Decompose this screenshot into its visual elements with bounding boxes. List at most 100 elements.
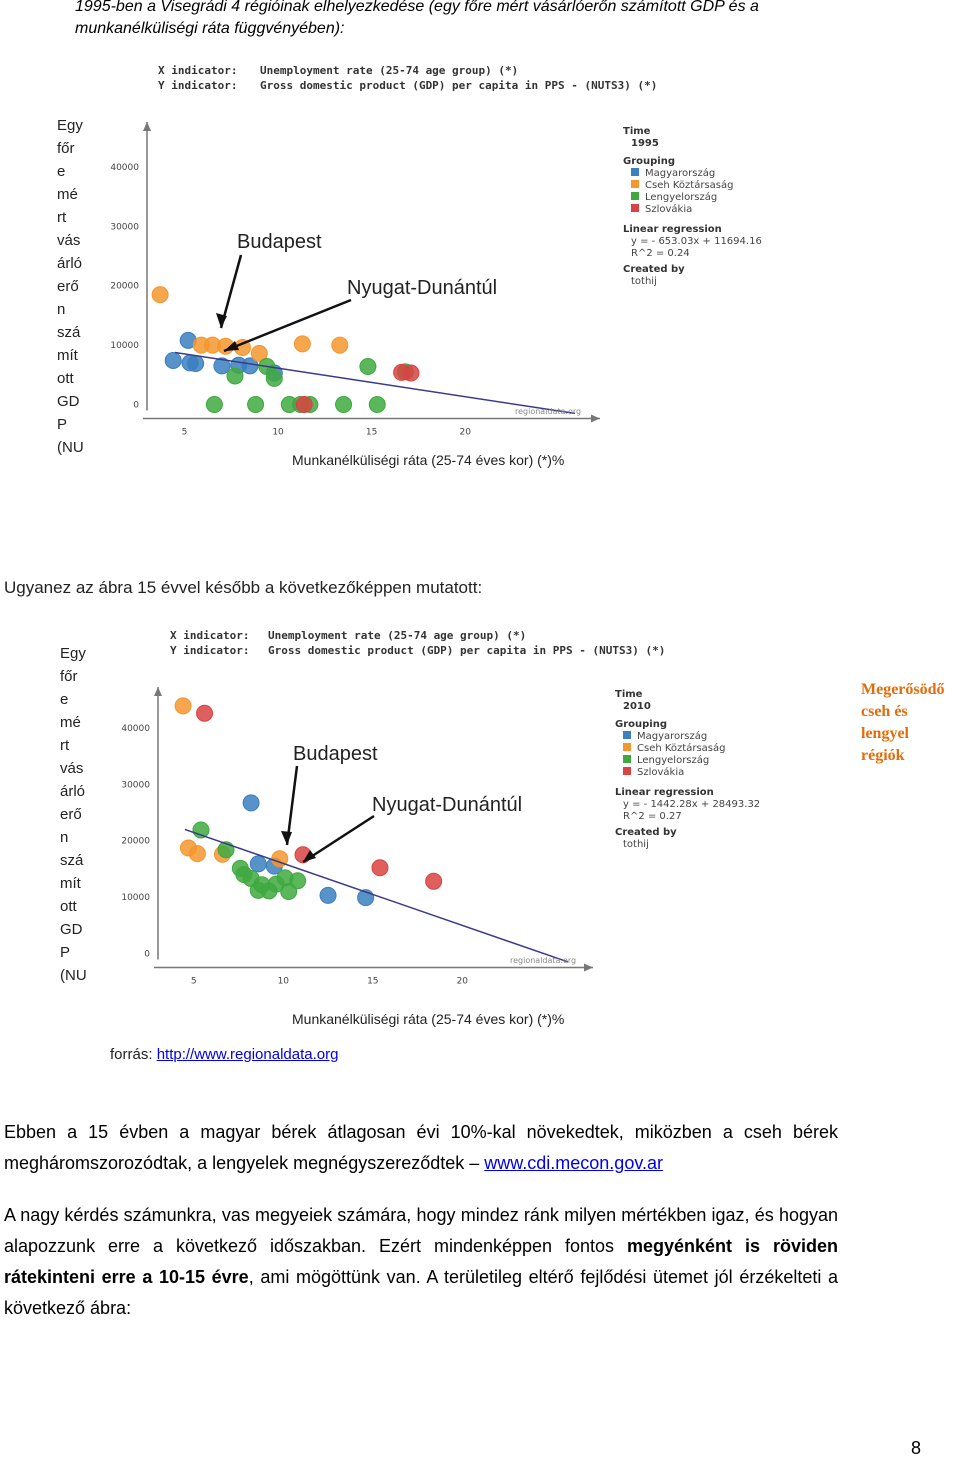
data-point: [425, 872, 443, 890]
y-tick-label: 40000: [121, 724, 150, 734]
text-line: mé: [60, 714, 81, 731]
x-indicator-value: Unemployment rate (25-74 age group) (*): [260, 64, 518, 77]
page-number: 8: [911, 1438, 922, 1458]
y-axis-label-1: Egy főr e mé rt vás árló erő n szá mít ott GD P (NU: [57, 114, 84, 459]
scatter-chart-2010: X indicator: Unemployment rate (25-74 age…: [121, 629, 760, 987]
text-line: Egy: [57, 117, 83, 134]
text-line: főr: [57, 140, 75, 157]
text-line: Egy: [60, 645, 86, 662]
data-point: [188, 845, 206, 863]
text-line: rt: [60, 737, 70, 754]
x-indicator-value: Unemployment rate (25-74 age group) (*): [268, 629, 526, 642]
legend-swatch: [631, 168, 639, 176]
text-line: n: [57, 301, 66, 318]
data-point: [205, 396, 223, 413]
source-link[interactable]: http://www.regionaldata.org: [156, 1046, 339, 1063]
annotation-budapest: Budapest: [293, 743, 378, 765]
text-line: mé: [57, 186, 78, 203]
x-tick-label: 5: [182, 428, 188, 438]
text-line: GD: [57, 393, 80, 410]
legend-swatch: [623, 743, 631, 751]
legend-regression-equation: y = - 1442.28x + 28493.32: [623, 799, 760, 810]
y-axis-arrow: [143, 122, 151, 131]
text-line: vás: [60, 760, 84, 777]
legend-created-by-label: Created by: [623, 264, 685, 275]
scatter-chart-1995: X indicator: Unemployment rate (25-74 age…: [110, 64, 762, 438]
legend-entry: Szlovákia: [637, 766, 684, 778]
text-line: erő: [60, 806, 82, 823]
y-tick-label: 0: [144, 950, 150, 960]
data-point: [187, 355, 205, 373]
x-axis-caption-1: Munkanélküliségi ráta (25-74 éves kor) (…: [292, 452, 565, 468]
legend-time-label: Time: [615, 689, 643, 700]
x-tick-label: 15: [366, 428, 377, 438]
data-point: [295, 396, 313, 413]
data-point: [249, 855, 267, 873]
text-line: szá: [57, 324, 81, 341]
y-indicator-value: Gross domestic product (GDP) per capita …: [260, 79, 657, 92]
legend-swatch: [631, 192, 639, 200]
legend-regression-label: Linear regression: [623, 224, 722, 235]
x-tick-label: 10: [278, 977, 290, 987]
x-tick-label: 20: [460, 428, 472, 438]
legend-entry: Magyarország: [637, 730, 707, 742]
text-line: (NU: [60, 967, 87, 984]
legend-regression-r2: R^2 = 0.24: [631, 248, 690, 259]
y-tick-label: 20000: [110, 282, 139, 292]
cdi-link[interactable]: www.cdi.mecon.gov.ar: [484, 1153, 663, 1173]
legend-entry: Cseh Köztársaság: [645, 179, 733, 191]
data-point: [359, 357, 377, 375]
legend-swatch: [623, 767, 631, 775]
regression-line: [174, 351, 576, 415]
data-point: [319, 886, 337, 904]
legend-entry: Magyarország: [645, 167, 715, 179]
text-line: Megerősödő: [861, 681, 945, 698]
text-line: régiók: [861, 747, 905, 764]
data-point: [164, 352, 182, 370]
legend-grouping-label: Grouping: [615, 719, 667, 730]
y-tick-label: 20000: [121, 837, 150, 847]
annotation-arrows: [281, 765, 375, 864]
regression-line: [184, 828, 569, 963]
data-point: [280, 882, 298, 900]
data-point: [293, 335, 311, 353]
source-line: forrás: http://www.regionaldata.org: [110, 1046, 338, 1063]
text-line: P: [57, 416, 68, 433]
legend-time-value: 2010: [623, 701, 651, 712]
text-line: árló: [57, 255, 83, 272]
annotation-nyugat-dunantul: Nyugat-Dunántúl: [347, 277, 497, 299]
text-line: P: [60, 944, 71, 961]
text-line: erő: [57, 278, 79, 295]
y-tick-label: 40000: [110, 163, 139, 173]
legend-entry: Lengyelország: [645, 191, 717, 203]
text-line: szá: [60, 852, 84, 869]
y-tick-label: 0: [133, 401, 139, 411]
legend-regression-equation: y = - 653.03x + 11694.16: [631, 236, 762, 247]
annotation-budapest: Budapest: [237, 231, 322, 253]
paragraph-wages-text: Ebben a 15 évben a magyar bérek átlagosa…: [4, 1122, 838, 1173]
data-point: [402, 364, 420, 382]
data-point: [242, 794, 260, 812]
subheading: Ugyanez az ábra 15 évvel később a követk…: [4, 578, 483, 597]
y-tick-label: 30000: [110, 222, 139, 232]
legend-swatch: [623, 755, 631, 763]
text-line: e: [60, 691, 69, 708]
intro-text: 1995-ben a Visegrádi 4 régióinak elhelye…: [75, 0, 759, 37]
x-axis-arrow: [584, 963, 593, 972]
text-line: főr: [60, 668, 78, 685]
legend-regression-label: Linear regression: [615, 787, 714, 798]
watermark: regionaldata.org: [510, 956, 576, 965]
data-point: [196, 704, 214, 722]
legend-created-by: tothij: [623, 839, 649, 850]
legend-created-by: tothij: [631, 276, 657, 287]
text-line: (NU: [57, 439, 84, 456]
data-point: [331, 336, 349, 354]
text-line: árló: [60, 783, 86, 800]
data-point: [241, 357, 259, 375]
annotation-arrows: [216, 254, 352, 353]
x-tick-label: 20: [457, 977, 469, 987]
data-point: [335, 396, 353, 413]
legend-entry: Szlovákia: [645, 203, 692, 215]
legend-swatch: [631, 204, 639, 212]
x-axis-arrow: [591, 414, 600, 423]
